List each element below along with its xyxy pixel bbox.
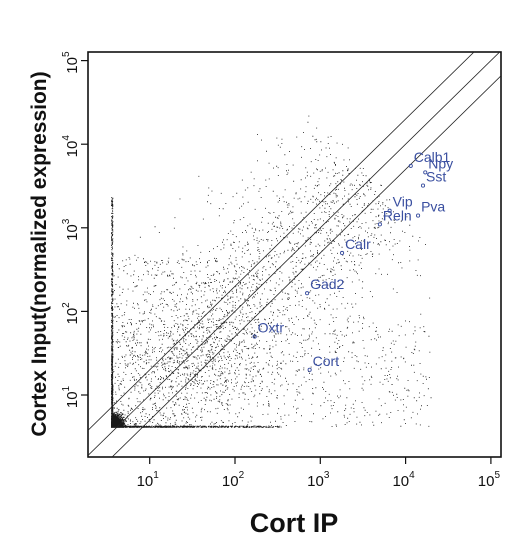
gene-label-calr: Calr — [345, 236, 371, 252]
x-tick-label-4: 105 — [478, 470, 501, 490]
expression-points — [111, 115, 432, 428]
y-tick-label-2: 103 — [61, 218, 81, 241]
x-axis-ticks: 101 102 103 104 105 — [137, 457, 501, 490]
gene-point-reln — [377, 222, 382, 227]
gene-label-calb1: Calb1 — [414, 149, 451, 165]
gene-label-npy: Npy — [428, 155, 453, 171]
x-axis-title: Cort IP — [250, 508, 339, 538]
gene-label-reln: Reln — [383, 207, 412, 223]
y-tick-label-3: 104 — [61, 135, 81, 158]
reference-line-2 — [88, 52, 475, 431]
gene-point-vip — [387, 208, 392, 213]
gene-point-pva — [416, 213, 421, 218]
gene-label-cort: Cort — [313, 353, 340, 369]
gene-point-cort — [307, 367, 312, 372]
gene-point-sst — [420, 183, 426, 188]
y-tick-label-4: 105 — [61, 51, 81, 74]
plot-frame — [87, 51, 502, 458]
gene-point-calr — [340, 250, 345, 256]
gene-point-calb1 — [408, 163, 413, 168]
gene-point-oxtr — [252, 334, 257, 339]
y-tick-label-0: 101 — [61, 385, 81, 408]
gene-label-vip: Vip — [393, 194, 413, 210]
gene-label-pva: Pva — [421, 199, 445, 215]
gene-label-gad2: Gad2 — [310, 276, 344, 292]
gene-label-sst: Sst — [426, 169, 446, 185]
reference-lines — [88, 52, 501, 457]
x-tick-label-1: 102 — [222, 470, 245, 490]
y-axis-title: Cortex Input(normalized expression) — [28, 71, 51, 436]
x-tick-label-3: 104 — [392, 470, 415, 490]
x-tick-label-2: 103 — [307, 470, 330, 490]
gene-label-oxtr: Oxtr — [258, 320, 285, 336]
reference-line-1 — [88, 52, 501, 457]
gene-point-npy — [423, 170, 428, 175]
scatter-points — [111, 115, 432, 428]
reference-line-0 — [111, 75, 501, 457]
gene-point-gad2 — [305, 291, 310, 296]
x-tick-label-0: 101 — [137, 470, 160, 490]
y-axis-ticks: 101 102 103 104 105 — [61, 51, 88, 408]
y-tick-label-1: 102 — [61, 302, 81, 325]
